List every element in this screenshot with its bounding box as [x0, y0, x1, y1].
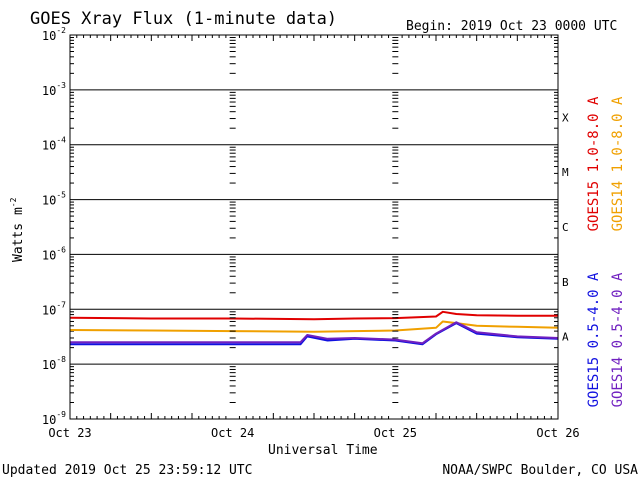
- chart-title: GOES Xray Flux (1-minute data): [30, 9, 337, 29]
- y-tick-base: 10: [42, 139, 56, 153]
- legend-entry: GOES15 1.0-8.0 A: [586, 96, 602, 231]
- y-tick-labels: 10-210-310-410-510-610-710-810-9: [42, 26, 66, 427]
- flare-class-labels: X M C B A: [562, 111, 569, 343]
- x-tick-label: Oct 25: [374, 426, 417, 440]
- legend-entry: GOES15 0.5-4.0 A: [586, 272, 602, 407]
- legend-entry: GOES14 1.0-8.0 A: [610, 96, 626, 231]
- series-line: [70, 321, 559, 345]
- y-tick-label: 10-6: [42, 245, 66, 262]
- begin-label: Begin: 2019 Oct 23 0000 UTC: [406, 19, 617, 34]
- flare-class-label: B: [562, 276, 569, 289]
- y-tick-base: 10: [42, 303, 56, 317]
- y-tick-label: 10-5: [42, 191, 66, 208]
- legend-entry: GOES14 0.5-4.0 A: [610, 272, 626, 407]
- series-line: [69, 320, 559, 333]
- y-tick-base: 10: [42, 413, 56, 427]
- y-tick-label: 10-3: [42, 81, 66, 98]
- y-axis-label-group: Watts m-2: [9, 197, 26, 262]
- x-tick-label: Oct 24: [211, 426, 254, 440]
- y-tick-label: 10-9: [42, 410, 66, 427]
- updated-timestamp: Updated 2019 Oct 25 23:59:12 UTC: [2, 463, 252, 478]
- grid-lines: [70, 37, 558, 403]
- y-tick-label: 10-8: [42, 355, 66, 372]
- flare-class-label: X: [562, 111, 569, 124]
- y-tick-label: 10-7: [42, 300, 66, 317]
- y-tick-exponent: -3: [56, 81, 66, 90]
- y-tick-exponent: -9: [56, 410, 66, 419]
- y-tick-label: 10-4: [42, 136, 66, 153]
- y-tick-base: 10: [42, 248, 56, 262]
- x-axis-label: Universal Time: [268, 443, 378, 458]
- y-tick-exponent: -8: [56, 355, 66, 364]
- credit-label: NOAA/SWPC Boulder, CO USA: [442, 463, 638, 478]
- y-axis-label: Watts m-2: [9, 197, 26, 262]
- legend: GOES15 1.0-8.0 A GOES14 1.0-8.0 A GOES15 0…: [586, 96, 626, 407]
- flare-class-label: C: [562, 221, 569, 234]
- y-axis-label-exponent: -2: [9, 197, 18, 207]
- y-tick-exponent: -7: [56, 300, 66, 309]
- y-tick-base: 10: [42, 358, 56, 372]
- y-tick-exponent: -2: [56, 26, 66, 35]
- y-tick-exponent: -6: [56, 245, 66, 254]
- flare-class-label: M: [562, 166, 569, 179]
- x-tick-label: Oct 23: [48, 426, 91, 440]
- y-tick-base: 10: [42, 194, 56, 208]
- y-tick-label: 10-2: [42, 26, 66, 43]
- series-lines: [69, 310, 559, 346]
- y-tick-exponent: -5: [56, 191, 66, 200]
- y-axis-label-text: Watts m: [11, 207, 26, 262]
- series-line: [69, 310, 558, 321]
- y-tick-base: 10: [42, 84, 56, 98]
- x-tick-label: Oct 26: [536, 426, 579, 440]
- plot-frame: [69, 34, 559, 420]
- flare-class-label: A: [562, 331, 569, 344]
- y-tick-exponent: -4: [56, 136, 66, 145]
- y-tick-base: 10: [42, 29, 56, 43]
- x-tick-labels: Oct 23 Oct 24 Oct 25 Oct 26: [48, 426, 579, 440]
